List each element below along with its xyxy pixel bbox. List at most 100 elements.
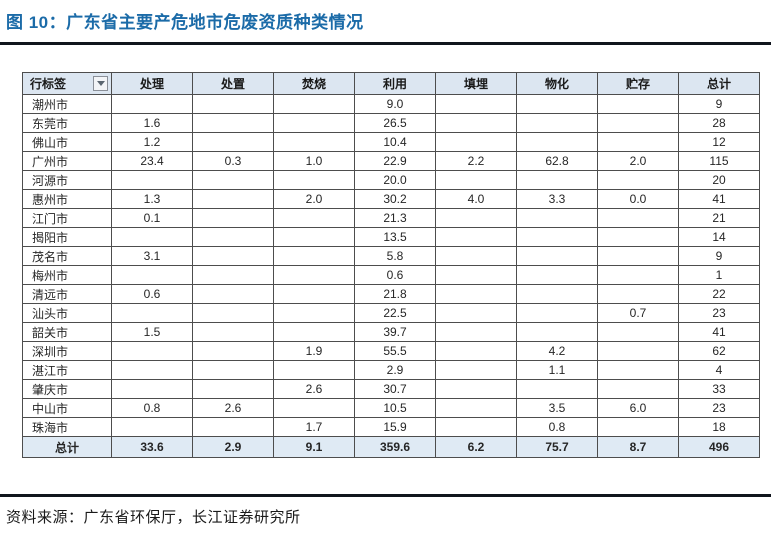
value-cell <box>192 417 274 437</box>
row-label-cell: 肇庆市 <box>22 379 112 399</box>
table-row: 揭阳市 13.5 14 <box>22 227 760 247</box>
value-cell <box>111 265 193 285</box>
value-cell: 4.2 <box>516 341 598 361</box>
value-cell: 13.5 <box>354 227 436 247</box>
value-cell: 1.5 <box>111 322 193 342</box>
value-cell: 33.6 <box>111 436 193 458</box>
value-cell <box>516 227 598 247</box>
value-cell <box>516 265 598 285</box>
value-cell <box>192 360 274 380</box>
row-label-cell: 茂名市 <box>22 246 112 266</box>
value-cell: 1.0 <box>273 151 355 171</box>
value-cell <box>273 398 355 418</box>
value-cell <box>597 94 679 114</box>
row-label-cell: 惠州市 <box>22 189 112 209</box>
value-cell: 23.4 <box>111 151 193 171</box>
table-row: 广州市 23.4 0.3 1.0 22.9 2.2 62.8 2.0 115 <box>22 151 760 171</box>
value-cell: 0.0 <box>597 189 679 209</box>
value-cell: 496 <box>678 436 760 458</box>
value-cell <box>192 322 274 342</box>
value-cell: 10.5 <box>354 398 436 418</box>
value-cell <box>192 284 274 304</box>
value-cell <box>192 94 274 114</box>
value-cell <box>435 113 517 133</box>
value-cell: 8.7 <box>597 436 679 458</box>
value-cell <box>597 246 679 266</box>
value-cell: 62.8 <box>516 151 598 171</box>
column-header: 焚烧 <box>273 72 355 95</box>
value-cell: 9 <box>678 94 760 114</box>
column-header: 填埋 <box>435 72 517 95</box>
table-row: 东莞市 1.6 26.5 28 <box>22 113 760 133</box>
row-label-cell: 广州市 <box>22 151 112 171</box>
value-cell: 1.7 <box>273 417 355 437</box>
row-label-cell: 梅州市 <box>22 265 112 285</box>
value-cell: 2.0 <box>597 151 679 171</box>
value-cell: 28 <box>678 113 760 133</box>
value-cell <box>192 379 274 399</box>
value-cell <box>435 208 517 228</box>
value-cell <box>516 284 598 304</box>
value-cell <box>192 265 274 285</box>
table-row: 佛山市 1.2 10.4 12 <box>22 132 760 152</box>
value-cell <box>273 322 355 342</box>
value-cell <box>192 189 274 209</box>
value-cell: 0.6 <box>111 284 193 304</box>
column-header: 行标签 <box>22 72 112 95</box>
table-row: 江门市 0.1 21.3 21 <box>22 208 760 228</box>
value-cell: 3.1 <box>111 246 193 266</box>
value-cell <box>516 208 598 228</box>
table-row: 梅州市 0.6 1 <box>22 265 760 285</box>
value-cell <box>597 208 679 228</box>
table-row: 韶关市 1.5 39.7 41 <box>22 322 760 342</box>
value-cell: 1.2 <box>111 132 193 152</box>
table-row: 清远市 0.6 21.8 22 <box>22 284 760 304</box>
value-cell: 39.7 <box>354 322 436 342</box>
value-cell <box>597 322 679 342</box>
value-cell <box>597 360 679 380</box>
value-cell: 41 <box>678 322 760 342</box>
row-label-cell: 中山市 <box>22 398 112 418</box>
column-header: 贮存 <box>597 72 679 95</box>
row-label-cell: 湛江市 <box>22 360 112 380</box>
value-cell: 115 <box>678 151 760 171</box>
value-cell <box>273 303 355 323</box>
row-label-cell: 清远市 <box>22 284 112 304</box>
value-cell: 2.6 <box>192 398 274 418</box>
value-cell: 6.0 <box>597 398 679 418</box>
table-row: 珠海市 1.7 15.9 0.8 18 <box>22 417 760 437</box>
value-cell: 6.2 <box>435 436 517 458</box>
source-note: 资料来源：广东省环保厅，长江证券研究所 <box>6 509 301 526</box>
value-cell <box>435 303 517 323</box>
table-row: 潮州市 9.0 9 <box>22 94 760 114</box>
value-cell <box>111 227 193 247</box>
value-cell: 62 <box>678 341 760 361</box>
value-cell: 10.4 <box>354 132 436 152</box>
value-cell: 30.7 <box>354 379 436 399</box>
table-row: 中山市 0.8 2.6 10.5 3.5 6.0 23 <box>22 398 760 418</box>
value-cell: 2.0 <box>273 189 355 209</box>
value-cell: 26.5 <box>354 113 436 133</box>
value-cell: 1.6 <box>111 113 193 133</box>
total-row: 总计 33.6 2.9 9.1 359.6 6.2 75.7 8.7 496 <box>22 436 760 458</box>
column-header: 物化 <box>516 72 598 95</box>
value-cell <box>273 132 355 152</box>
value-cell: 0.6 <box>354 265 436 285</box>
column-header: 利用 <box>354 72 436 95</box>
filter-dropdown-button[interactable] <box>93 76 108 91</box>
column-header: 总计 <box>678 72 760 95</box>
value-cell <box>273 208 355 228</box>
value-cell: 75.7 <box>516 436 598 458</box>
value-cell: 2.2 <box>435 151 517 171</box>
value-cell <box>435 379 517 399</box>
table-row: 深圳市 1.9 55.5 4.2 62 <box>22 341 760 361</box>
value-cell <box>435 341 517 361</box>
pivot-table: 行标签 处理 处置 焚烧 利用 填埋 物化 贮存 总计 潮州市 9.0 9 东莞市 1.6 26.5 28 佛… <box>22 72 760 458</box>
value-cell: 21.8 <box>354 284 436 304</box>
value-cell <box>597 170 679 190</box>
value-cell <box>111 170 193 190</box>
value-cell: 4.0 <box>435 189 517 209</box>
value-cell: 0.3 <box>192 151 274 171</box>
value-cell <box>111 303 193 323</box>
